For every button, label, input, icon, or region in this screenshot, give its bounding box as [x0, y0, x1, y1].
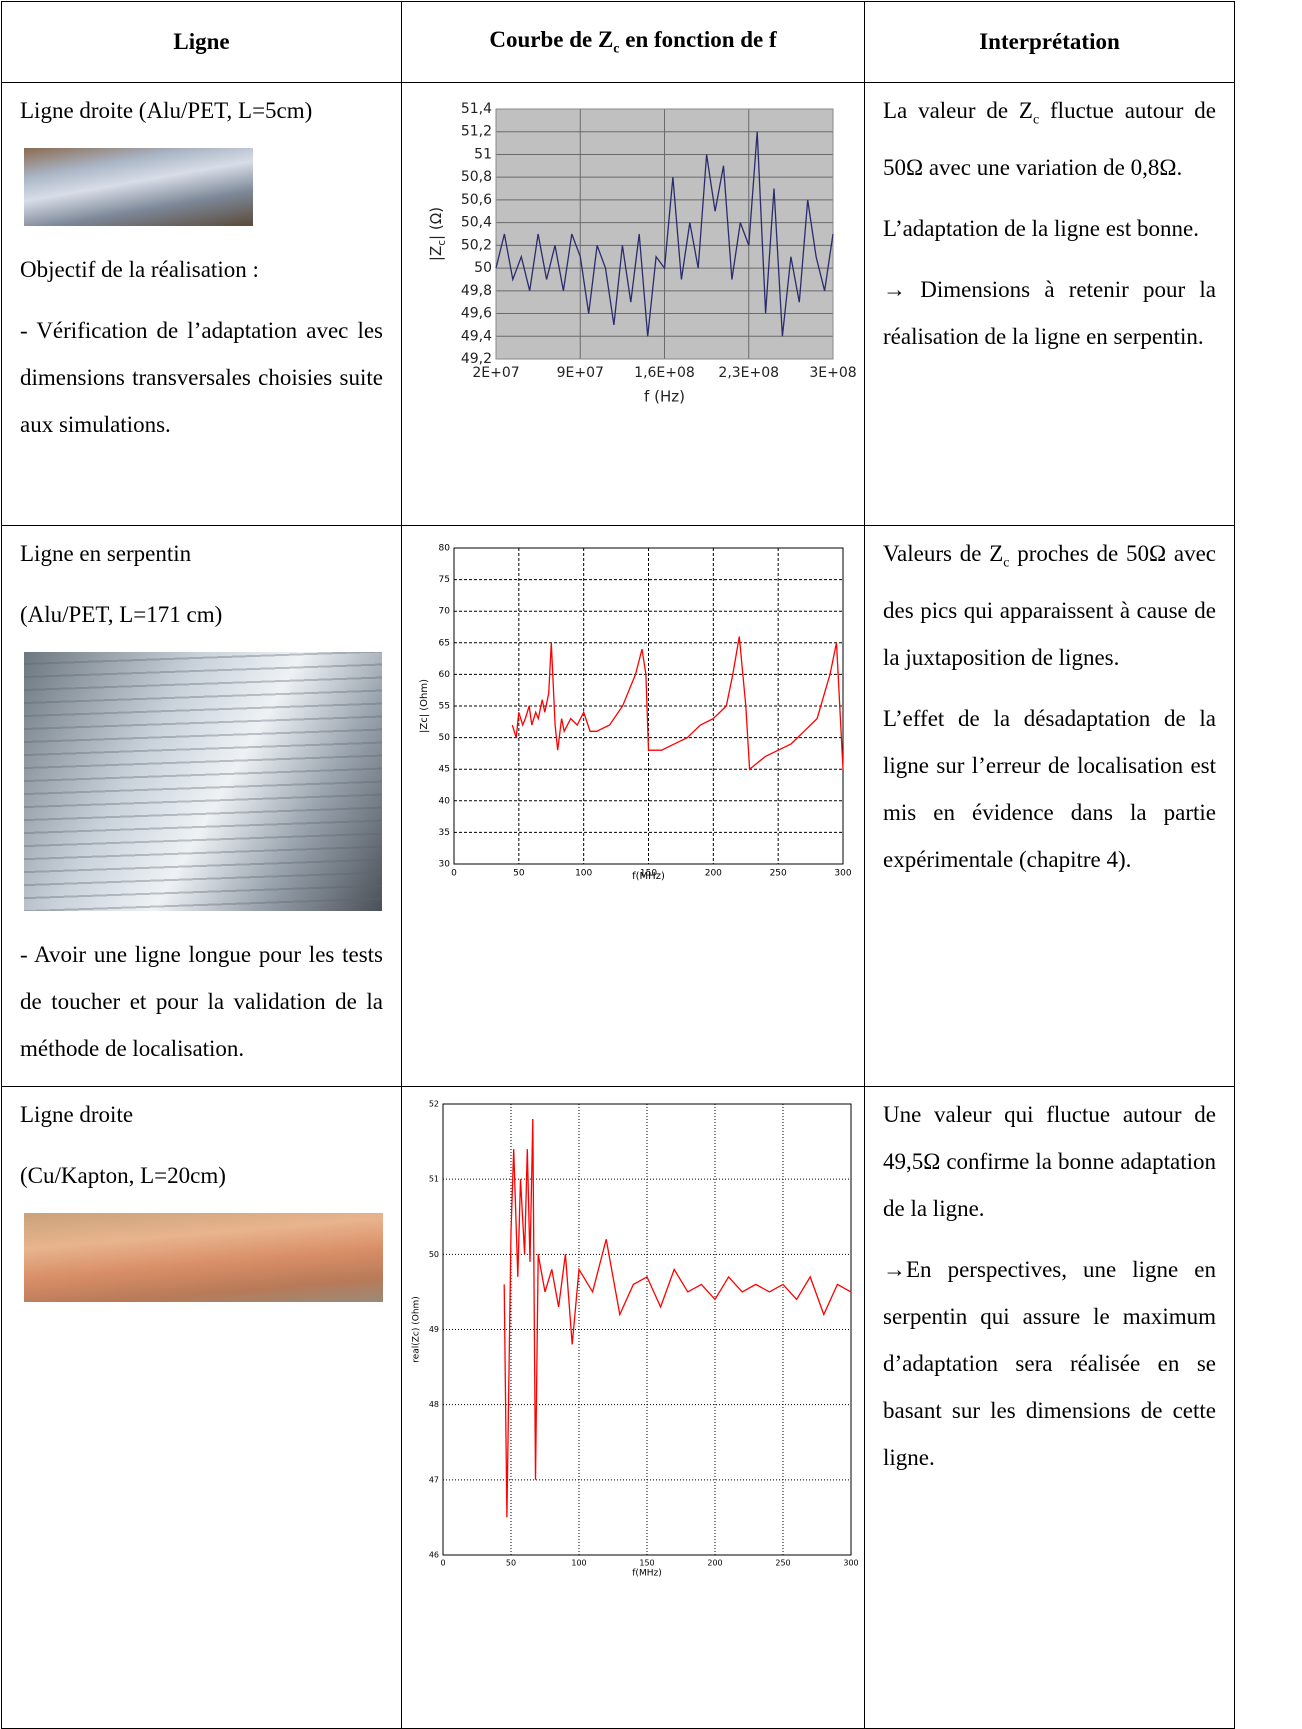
line-title: (Alu/PET, L=171 cm) — [20, 602, 223, 627]
y-tick-label: 47 — [429, 1475, 439, 1484]
photo — [24, 652, 382, 911]
y-tick-label: 50,8 — [461, 169, 492, 185]
header-cell: Interprétation — [864, 1, 1235, 83]
y-tick-label: 46 — [429, 1551, 439, 1560]
cell: La valeur de Zc fluctue autour de 50Ω av… — [864, 82, 1235, 526]
line-title: Ligne droite — [20, 1102, 134, 1127]
interpretation: L’adaptation de la ligne est bonne. — [883, 215, 1199, 241]
line-title: Ligne en serpentin — [20, 541, 192, 566]
y-tick-label: 75 — [439, 575, 450, 585]
chart: 49,2 49,4 49,6 49,8 50 50,2 50,4 50,6 50,8 51 51,2… — [427, 101, 857, 406]
y-axis-label: |Zc| (Ω) — [427, 207, 449, 261]
y-tick-label: 40 — [439, 796, 451, 806]
interpretation: → Dimensions à retenir pour la réalisati… — [883, 276, 1216, 349]
x-tick-label: 150 — [640, 869, 657, 879]
header-cell: Courbe de Zc en fonction de f — [401, 1, 865, 83]
row: Ligne en serpentin (Alu/PET, L=171 cm) -… — [1, 525, 1235, 1087]
interpretation: L’effet de la désadaptation de la ligne … — [883, 705, 1216, 872]
y-tick-label: 50,4 — [461, 215, 492, 231]
x-tick-label: 300 — [834, 869, 851, 879]
y-tick-label: 49 — [429, 1325, 439, 1334]
data-line — [495, 131, 834, 337]
table: Ligne Courbe de Zc en fonction de f Inte… — [1, 1, 1235, 1729]
y-tick-label: 48 — [429, 1400, 439, 1409]
plot-frame — [442, 1103, 852, 1556]
y-tick-label: 51 — [429, 1175, 439, 1184]
y-axis-label: |Zc| (Ohm) — [419, 679, 430, 733]
x-tick-label: 1,6E+08 — [634, 365, 695, 381]
x-tick-label: 200 — [707, 1559, 722, 1568]
cell: Ligne droite (Cu/Kapton, L=20cm) — [1, 1086, 402, 1729]
x-tick-label: 250 — [775, 1559, 790, 1568]
cell: Valeurs de Zc proches de 50Ω avec des pi… — [864, 525, 1235, 1087]
y-tick-label: 51,4 — [461, 101, 492, 117]
interpretation: La valeur de Zc fluctue autour de 50Ω av… — [883, 98, 1216, 180]
y-tick-label: 50,6 — [461, 192, 492, 208]
cell: 46 47 48 49 50 51 52 0 50 100 150 200 250 300 f(MHz) re… — [401, 1086, 865, 1729]
x-axis-label: f (Hz) — [644, 388, 685, 406]
interpretation: Une valeur qui fluctue autour de 49,5Ω c… — [883, 1102, 1216, 1221]
chart: 46 47 48 49 50 51 52 0 50 100 150 200 250 300 f(MHz) re… — [412, 1100, 859, 1579]
note: - Vérification de l’adaptation avec les … — [20, 318, 383, 437]
x-tick-label: 50 — [513, 869, 525, 879]
y-tick-label: 52 — [429, 1100, 439, 1109]
cell: 30 35 40 45 50 55 60 65 70 75 80 0 50 100 150 200 250 300… — [401, 525, 865, 1087]
row: Ligne droite (Cu/Kapton, L=20cm) 46 47 48 4… — [1, 1086, 1235, 1729]
x-axis-label: f(MHz) — [632, 1569, 661, 1579]
y-tick-label: 49,8 — [461, 283, 492, 299]
x-tick-label: 100 — [571, 1559, 586, 1568]
line-title: Ligne droite (Alu/PET, L=5cm) — [20, 98, 313, 123]
line-title: (Cu/Kapton, L=20cm) — [20, 1163, 226, 1188]
y-tick-label: 80 — [439, 544, 451, 554]
interpretation: Valeurs de Zc proches de 50Ω avec des pi… — [883, 541, 1216, 670]
note: - Avoir une ligne longue pour les tests … — [20, 942, 383, 1061]
y-axis-label: real(Zc) (Ohm) — [412, 1296, 422, 1363]
photo — [24, 1213, 383, 1302]
data-line — [511, 636, 844, 771]
x-tick-label: 3E+08 — [809, 365, 856, 381]
cell: Ligne droite (Alu/PET, L=5cm) Objectif d… — [1, 82, 402, 526]
x-tick-label: 9E+07 — [557, 365, 604, 381]
x-tick-label: 50 — [506, 1559, 516, 1568]
x-tick-label: 150 — [639, 1559, 654, 1568]
cell: Ligne en serpentin (Alu/PET, L=171 cm) -… — [1, 525, 402, 1087]
data-line — [503, 1118, 852, 1518]
photo — [24, 148, 253, 226]
x-tick-label: 2E+07 — [472, 365, 519, 381]
y-tick-label: 49,4 — [461, 328, 492, 344]
x-tick-label: 100 — [575, 869, 592, 879]
y-tick-label: 51 — [474, 146, 492, 162]
header-cell: Ligne — [1, 1, 402, 83]
interpretation: →En perspectives, une ligne en serpentin… — [883, 1257, 1216, 1470]
header-row: Ligne Courbe de Zc en fonction de f Inte… — [1, 1, 1235, 83]
y-tick-label: 49,6 — [461, 306, 492, 322]
y-tick-label: 50 — [474, 260, 492, 276]
y-tick-label: 70 — [439, 607, 451, 617]
cell: 49,2 49,4 49,6 49,8 50 50,2 50,4 50,6 50,8 51 51,2… — [401, 82, 865, 526]
cell: Une valeur qui fluctue autour de 49,5Ω c… — [864, 1086, 1235, 1729]
note: Objectif de la réalisation : — [20, 257, 259, 282]
x-axis-label: f(MHz) — [632, 871, 665, 882]
x-tick-label: 200 — [705, 869, 722, 879]
y-tick-label: 45 — [439, 765, 450, 775]
y-tick-label: 50 — [439, 733, 451, 743]
x-tick-label: 0 — [451, 869, 457, 879]
y-tick-label: 50,2 — [461, 237, 492, 253]
y-tick-label: 30 — [439, 860, 451, 870]
y-tick-label: 51,2 — [461, 124, 492, 140]
y-tick-label: 60 — [439, 670, 451, 680]
x-tick-label: 0 — [440, 1559, 445, 1568]
y-tick-label: 35 — [439, 828, 450, 838]
plot-frame — [453, 547, 844, 865]
y-tick-label: 55 — [439, 702, 450, 712]
x-tick-label: 300 — [843, 1559, 858, 1568]
x-tick-label: 250 — [770, 869, 787, 879]
y-tick-label: 50 — [429, 1250, 439, 1259]
y-tick-label: 65 — [439, 638, 450, 648]
chart: 30 35 40 45 50 55 60 65 70 75 80 0 50 100 150 200 250 300… — [419, 544, 852, 883]
row: Ligne droite (Alu/PET, L=5cm) Objectif d… — [1, 82, 1235, 526]
y-tick-label: 49,2 — [461, 351, 492, 367]
x-tick-label: 2,3E+08 — [718, 365, 779, 381]
page: Ligne Courbe de Zc en fonction de f Inte… — [1, 1, 1235, 1729]
